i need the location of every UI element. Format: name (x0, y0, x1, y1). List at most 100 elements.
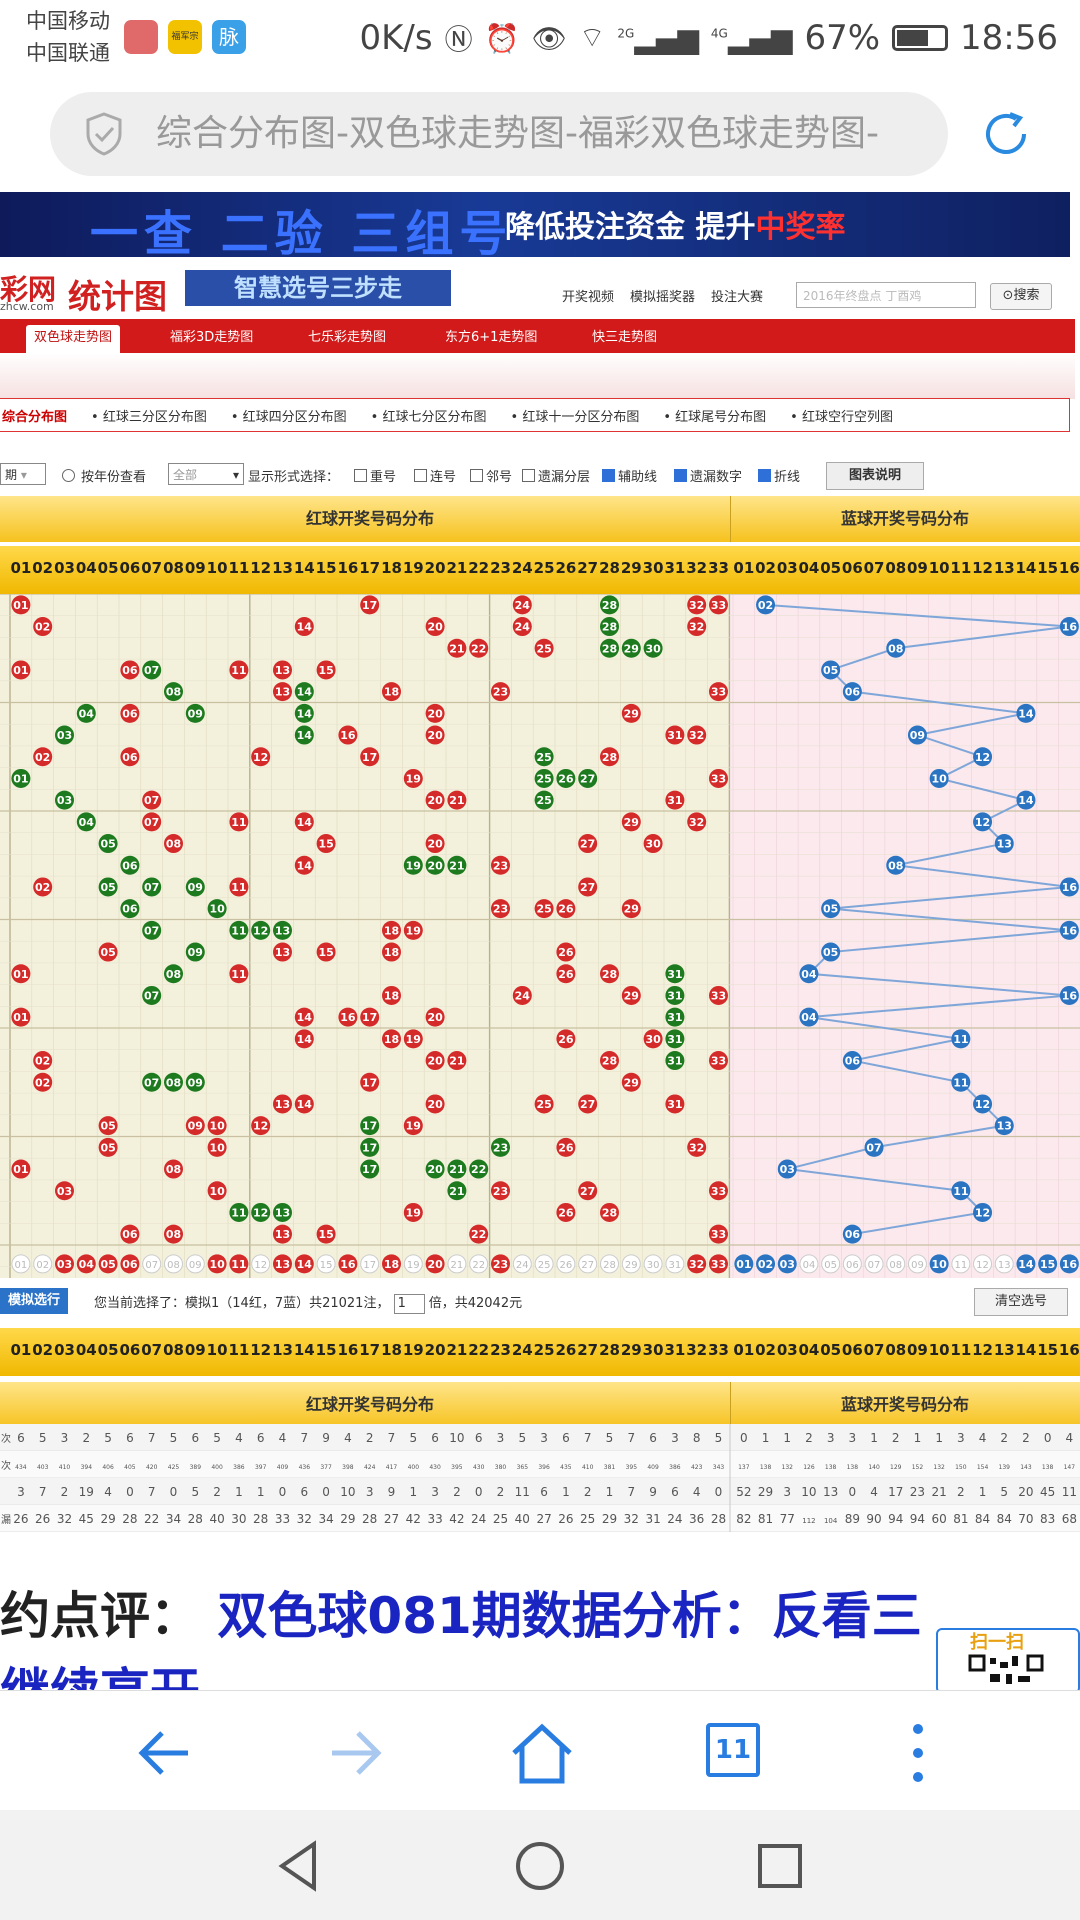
red-number-label[interactable]: 31 (664, 1341, 686, 1359)
red-number-label[interactable]: 25 (533, 1341, 555, 1359)
red-number-label[interactable]: 05 (97, 559, 119, 577)
unselected-blue-ball[interactable] (886, 1254, 906, 1274)
option-consecutive[interactable]: 连号 (414, 466, 456, 485)
red-number-label[interactable]: 12 (250, 559, 272, 577)
unselected-red-ball[interactable] (643, 1254, 663, 1274)
clear-selection-button[interactable]: 清空选号 (974, 1288, 1068, 1316)
red-number-label[interactable]: 28 (599, 559, 620, 577)
red-number-label[interactable]: 08 (163, 1341, 184, 1359)
blue-number-label[interactable]: 10 (928, 1341, 950, 1359)
red-number-label[interactable]: 03 (54, 1341, 75, 1359)
red-number-label[interactable]: 22 (468, 559, 490, 577)
back-arrow-icon[interactable] (128, 1715, 204, 1791)
year-select[interactable]: 全部 ▾ (168, 463, 244, 485)
unselected-blue-ball[interactable] (864, 1254, 884, 1274)
qr-code-widget[interactable]: 扫一扫 (936, 1628, 1080, 1694)
blue-number-label[interactable]: 07 (863, 1341, 885, 1359)
subnav-comprehensive[interactable]: 综合分布图 (2, 409, 68, 425)
red-number-label[interactable]: 21 (446, 559, 468, 577)
blue-number-label[interactable]: 13 (993, 1341, 1015, 1359)
subnav-item[interactable]: • 红球七分区分布图 (370, 409, 487, 425)
blue-number-label[interactable]: 01 (733, 1341, 755, 1359)
red-number-label[interactable]: 20 (424, 559, 446, 577)
red-number-label[interactable]: 24 (511, 1341, 533, 1359)
unselected-red-ball[interactable] (556, 1254, 576, 1274)
unselected-red-ball[interactable] (621, 1254, 641, 1274)
red-number-label[interactable]: 16 (337, 1341, 359, 1359)
tab-k3[interactable]: 快三走势图 (592, 330, 658, 345)
red-number-label[interactable]: 16 (337, 559, 359, 577)
blue-number-label[interactable]: 14 (1015, 559, 1037, 577)
link-contest[interactable]: 投注大赛 (711, 290, 764, 305)
red-number-label[interactable]: 14 (293, 559, 315, 577)
unselected-red-ball[interactable] (185, 1254, 205, 1274)
unselected-red-ball[interactable] (665, 1254, 685, 1274)
unselected-red-ball[interactable] (600, 1254, 619, 1274)
red-number-label[interactable]: 27 (577, 559, 599, 577)
red-number-label[interactable]: 20 (424, 1341, 446, 1359)
unselected-red-ball[interactable] (33, 1254, 53, 1274)
red-number-label[interactable]: 01 (10, 1341, 32, 1359)
by-year-radio[interactable]: 按年份查看 (62, 466, 146, 485)
subnav-item[interactable]: • 红球尾号分布图 (663, 409, 767, 425)
unselected-red-ball[interactable] (360, 1254, 380, 1274)
blue-number-label[interactable]: 15 (1037, 559, 1059, 577)
unselected-red-ball[interactable] (164, 1254, 183, 1274)
blue-number-label[interactable]: 08 (885, 1341, 907, 1359)
blue-number-label[interactable]: 04 (798, 1341, 820, 1359)
unselected-red-ball[interactable] (512, 1254, 532, 1274)
unselected-red-ball[interactable] (316, 1254, 336, 1274)
blue-number-label[interactable]: 10 (928, 559, 950, 577)
red-number-label[interactable]: 13 (272, 559, 293, 577)
tab-3d[interactable]: 福彩3D走势图 (170, 330, 254, 345)
blue-number-label[interactable]: 06 (841, 559, 863, 577)
article-teaser[interactable]: 约点评： 双色球081期数据分析：反看三 继续高开 (0, 1540, 1080, 1690)
red-number-label[interactable]: 26 (555, 559, 577, 577)
blue-number-label[interactable]: 02 (755, 559, 776, 577)
red-number-label[interactable]: 28 (599, 1341, 620, 1359)
option-guide-line[interactable]: 辅助线 (602, 466, 657, 485)
forward-arrow-icon[interactable] (316, 1715, 392, 1791)
blue-number-label[interactable]: 09 (907, 559, 928, 577)
red-number-label[interactable]: 22 (468, 1341, 490, 1359)
red-number-label[interactable]: 07 (141, 1341, 163, 1359)
site-logo[interactable]: 彩网 zhcw.com 统计图 (0, 268, 180, 316)
red-number-label[interactable]: 19 (402, 559, 424, 577)
red-number-label[interactable]: 27 (577, 1341, 599, 1359)
subnav-item[interactable]: • 红球三分区分布图 (91, 409, 207, 425)
red-number-label[interactable]: 08 (163, 559, 184, 577)
red-number-label[interactable]: 29 (620, 1341, 642, 1359)
option-adjacent[interactable]: 邻号 (470, 466, 512, 485)
promo-ad[interactable]: 智慧选号三步走 (185, 270, 451, 306)
blue-number-label[interactable]: 04 (798, 559, 820, 577)
blue-number-label[interactable]: 06 (841, 1341, 863, 1359)
home-icon[interactable] (504, 1715, 580, 1791)
period-select[interactable]: 期 ▾ (0, 463, 46, 485)
red-number-label[interactable]: 11 (228, 1341, 250, 1359)
unselected-blue-ball[interactable] (799, 1254, 819, 1274)
red-number-label[interactable]: 33 (708, 1341, 729, 1359)
red-number-label[interactable]: 33 (708, 559, 729, 577)
unselected-red-ball[interactable] (469, 1254, 489, 1274)
option-repeat[interactable]: 重号 (354, 466, 396, 485)
blue-number-label[interactable]: 11 (950, 1341, 972, 1359)
blue-number-label[interactable]: 03 (776, 1341, 798, 1359)
link-lottery-video[interactable]: 开奖视频 (562, 290, 615, 305)
red-number-label[interactable]: 04 (75, 559, 97, 577)
red-number-label[interactable]: 24 (511, 559, 533, 577)
tab-df61[interactable]: 东方6+1走势图 (445, 330, 538, 345)
option-miss-layer[interactable]: 遗漏分层 (522, 466, 590, 485)
red-number-label[interactable]: 01 (10, 559, 32, 577)
blue-number-label[interactable]: 16 (1058, 1341, 1080, 1359)
red-number-label[interactable]: 30 (642, 1341, 664, 1359)
option-polyline[interactable]: 折线 (758, 466, 800, 485)
system-back-icon[interactable] (270, 1836, 330, 1896)
red-number-label[interactable]: 32 (686, 559, 708, 577)
red-number-label[interactable]: 12 (250, 1341, 272, 1359)
red-number-label[interactable]: 07 (141, 559, 163, 577)
red-number-label[interactable]: 32 (686, 1341, 708, 1359)
unselected-blue-ball[interactable] (821, 1254, 841, 1274)
address-bar[interactable]: 综合分布图-双色球走势图-福彩双色球走势图- (50, 92, 948, 176)
red-number-label[interactable]: 23 (490, 559, 511, 577)
reload-icon[interactable] (976, 104, 1036, 164)
